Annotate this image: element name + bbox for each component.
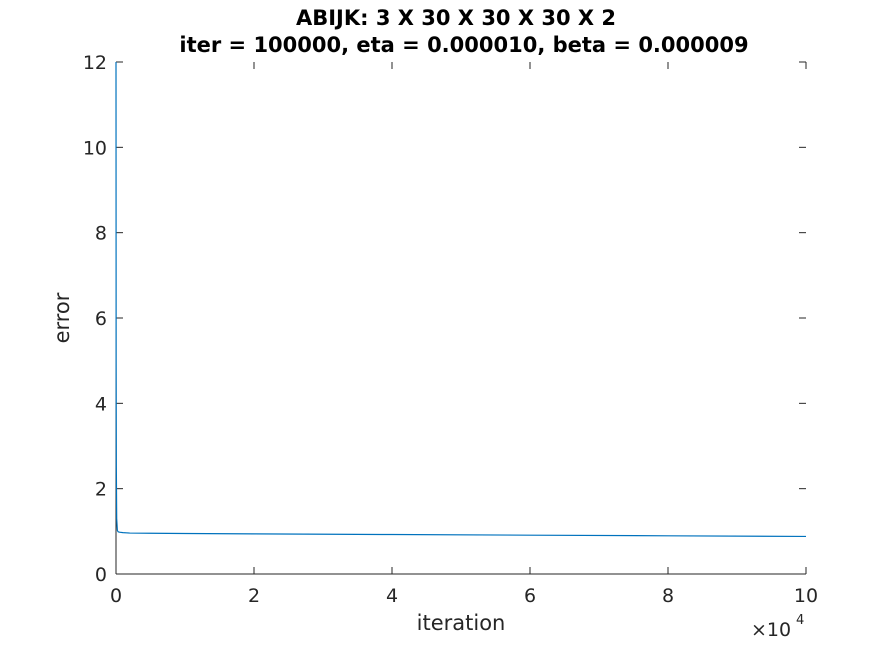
x-tick-label: 4: [386, 585, 398, 607]
x-axis-exponent: ×10 4: [751, 613, 804, 641]
y-axis-label: error: [50, 292, 74, 343]
y-tick-label: 2: [95, 479, 107, 501]
chart-subtitle: iter = 100000, eta = 0.000010, beta = 0.…: [179, 33, 748, 57]
y-tick-label: 10: [83, 137, 107, 159]
x-tick-label: 6: [524, 585, 536, 607]
x-tick-label: 10: [794, 585, 818, 607]
x-exponent-base: ×10: [751, 619, 791, 641]
y-tick-label: 12: [83, 52, 107, 74]
x-tick-label: 8: [662, 585, 674, 607]
y-tick-label: 8: [95, 223, 107, 245]
x-tick-label: 2: [248, 585, 260, 607]
x-exponent-power: 4: [796, 613, 804, 628]
x-tick-label: 0: [110, 585, 122, 607]
y-tick-label: 0: [95, 564, 107, 586]
x-axis-label: iteration: [417, 611, 506, 635]
plot-area: 0 2 4 6 8 10 0 2 4 6 8 10 12: [83, 52, 818, 607]
y-tick-label: 4: [95, 393, 107, 415]
chart-title: ABIJK: 3 X 30 X 30 X 30 X 2: [296, 6, 616, 30]
error-series-line: [115, 61, 807, 538]
y-tick-label: 6: [95, 308, 107, 330]
